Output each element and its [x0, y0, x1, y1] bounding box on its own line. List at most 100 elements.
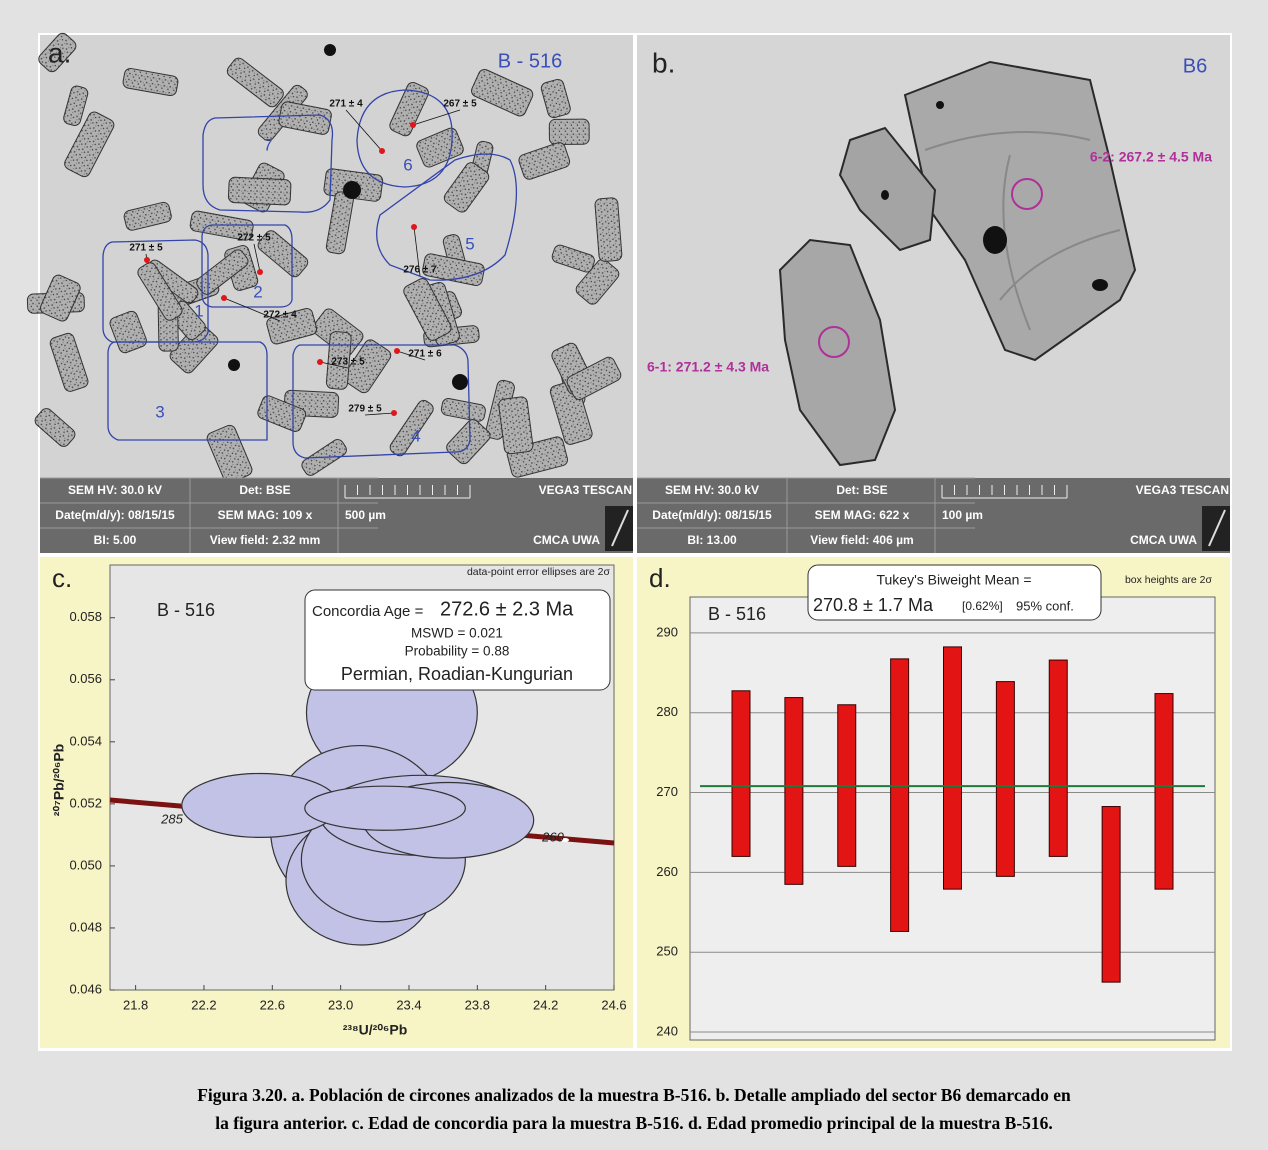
- panel-c: 21.8 22.2 22.6 23.0 23.4 23.8 24.2 24.6 0.046 0.0…: [40, 557, 633, 1048]
- info-text: VEGA3 TESCAN: [1136, 483, 1229, 497]
- dark-particle: [452, 374, 468, 390]
- figure-page: 7652134271 ± 4267 ± 5272 ± 5271 ± 5276 ±…: [0, 0, 1268, 1150]
- age-label: 276 ± 7: [403, 265, 437, 276]
- y-axis-label: ²⁰⁷Pb/²⁰⁶Pb: [51, 744, 67, 816]
- y-tick-label: 0.052: [69, 795, 102, 810]
- info-text: SEM MAG: 109 x: [218, 508, 313, 522]
- age-label: 271 ± 5: [129, 243, 163, 254]
- info-text: SEM HV: 30.0 kV: [665, 483, 759, 497]
- range-bar: [732, 691, 750, 857]
- info-text: BI: 5.00: [94, 533, 137, 547]
- range-bar: [1102, 807, 1120, 983]
- caption-line: Figura 3.20. a. Población de circones an…: [197, 1085, 1071, 1105]
- age-value: 272.6 ± 2.3 Ma: [440, 598, 574, 620]
- dark-particle: [324, 44, 336, 56]
- info-text: CMCA UWA: [1130, 533, 1197, 547]
- mean-value: 270.8 ± 1.7 Ma: [813, 595, 934, 615]
- y-tick-label: 270: [656, 784, 678, 799]
- mean-percent: [0.62%]: [962, 599, 1003, 613]
- region-number: 2: [253, 282, 262, 301]
- sample-label: B - 516: [498, 50, 562, 72]
- age-label: Concordia Age =: [312, 603, 424, 620]
- x-tick-label: 22.2: [191, 997, 216, 1012]
- region-number: 6: [403, 155, 412, 174]
- analysis-spot: [379, 148, 385, 154]
- x-tick-label: 22.6: [260, 997, 285, 1012]
- x-tick-label: 24.2: [533, 997, 558, 1012]
- age-label: 271 ± 6: [408, 349, 442, 360]
- analysis-spot: [221, 295, 227, 301]
- zircon-grain: [595, 197, 623, 261]
- info-text: BI: 13.00: [687, 533, 737, 547]
- concordia-age: 285: [160, 811, 183, 826]
- inclusion: [881, 190, 889, 200]
- y-tick-label: 240: [656, 1023, 678, 1038]
- range-bar: [996, 682, 1014, 877]
- y-tick-label: 0.048: [69, 919, 102, 934]
- mswd: MSWD = 0.021: [411, 626, 503, 641]
- info-text: Date(m/d/y): 08/15/15: [652, 508, 772, 522]
- analysis-spot: [144, 257, 150, 263]
- panel-letter: b.: [652, 47, 675, 78]
- y-tick-label: 0.058: [69, 609, 102, 624]
- x-tick-label: 21.8: [123, 997, 148, 1012]
- range-bar: [944, 647, 962, 889]
- info-text: Det: BSE: [836, 483, 887, 497]
- analysis-spot: [394, 348, 400, 354]
- info-text: Det: BSE: [239, 483, 290, 497]
- y-tick-label: 260: [656, 864, 678, 879]
- analysis-spot: [257, 269, 263, 275]
- age-label: 273 ± 5: [331, 357, 365, 368]
- info-text: View field: 406 µm: [810, 533, 913, 547]
- panel-letter: d.: [649, 563, 671, 593]
- panel-letter: a.: [48, 37, 71, 68]
- panel-d: 240 250 260 270 280 290 d. box heights are 2σ B …: [637, 557, 1230, 1048]
- analysis-spot: [411, 224, 417, 230]
- zircon-grain: [228, 177, 291, 205]
- x-tick-label: 23.0: [328, 997, 353, 1012]
- mean-label: Tukey's Biweight Mean =: [876, 572, 1031, 588]
- info-text: SEM MAG: 622 x: [815, 508, 910, 522]
- y-tick-label: 0.054: [69, 733, 102, 748]
- age-label: 271 ± 4: [329, 99, 363, 110]
- age-label: 267 ± 5: [443, 99, 477, 110]
- analysis-spot: [391, 410, 397, 416]
- y-tick-label: 280: [656, 704, 678, 719]
- region-number: 7: [263, 135, 272, 154]
- info-text: Date(m/d/y): 08/15/15: [55, 508, 175, 522]
- age-label: 272 ± 5: [237, 233, 271, 244]
- y-tick-label: 290: [656, 624, 678, 639]
- info-text: SEM HV: 30.0 kV: [68, 483, 162, 497]
- spot-label: 6-1: 271.2 ± 4.3 Ma: [647, 359, 769, 375]
- x-tick-label: 23.8: [465, 997, 490, 1012]
- dark-particle: [343, 181, 361, 199]
- confidence: 95% conf.: [1016, 598, 1074, 613]
- note: box heights are 2σ: [1125, 574, 1213, 586]
- info-text: VEGA3 TESCAN: [539, 483, 632, 497]
- info-text: View field: 2.32 mm: [210, 533, 321, 547]
- inclusion: [1092, 279, 1108, 291]
- x-tick-label: 24.6: [601, 997, 626, 1012]
- period: Permian, Roadian-Kungurian: [341, 664, 573, 684]
- probability: Probability = 0.88: [405, 644, 510, 659]
- info-text: 100 µm: [942, 508, 983, 522]
- panel-b: b.B66-2: 267.2 ± 4.5 Ma6-1: 271.2 ± 4.3 …: [637, 35, 1230, 553]
- range-bar: [1155, 694, 1173, 890]
- inclusion: [983, 226, 1007, 254]
- zircon-grain: [549, 119, 589, 144]
- y-tick-label: 0.046: [69, 981, 102, 996]
- range-bar: [891, 659, 909, 932]
- age-label: 272 ± 4: [263, 310, 297, 321]
- x-axis-label: ²³⁸U/²⁰⁶Pb: [343, 1022, 408, 1038]
- y-tick-label: 250: [656, 944, 678, 959]
- sample-label: B - 516: [708, 604, 766, 624]
- info-text: 500 µm: [345, 508, 386, 522]
- error-ellipse: [305, 786, 466, 830]
- panel-letter: c.: [52, 563, 72, 593]
- x-tick-label: 23.4: [396, 997, 421, 1012]
- region-number: 5: [465, 234, 474, 253]
- analysis-spot: [317, 359, 323, 365]
- age-label: 279 ± 5: [348, 404, 382, 415]
- range-bar: [785, 698, 803, 885]
- sample-label: B6: [1183, 55, 1207, 77]
